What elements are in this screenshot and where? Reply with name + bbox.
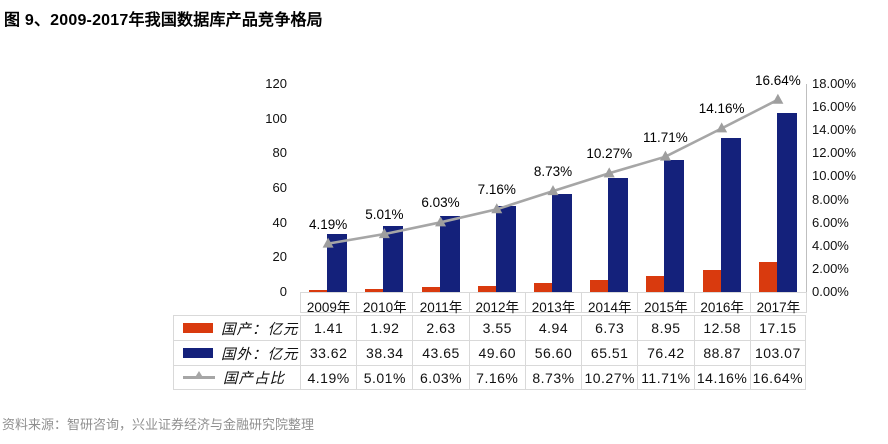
table-value-cell: 16.64% [749, 365, 806, 390]
right-axis-tick-label: 12.00% [812, 145, 857, 161]
table-value-cell: 4.19% [300, 365, 357, 390]
bar-domestic-2014年 [590, 280, 609, 292]
x-axis-label-2013年: 2013年 [524, 292, 582, 315]
x-axis-label-2011年: 2011年 [412, 292, 469, 315]
right-axis-tick-label: 2.00% [812, 260, 849, 276]
table-value-cell: 1.41 [300, 315, 357, 340]
bar-foreign-2009年 [327, 233, 348, 292]
bar-foreign-2017年 [776, 113, 797, 292]
bar-domestic-2017年 [758, 262, 777, 292]
right-axis-tick-label: 10.00% [812, 168, 857, 184]
table-value-cell: 12.58 [693, 315, 750, 340]
left-axis-tick-label: 0 [279, 284, 287, 299]
bar-foreign-2011年 [439, 216, 460, 292]
bar-foreign-2010年 [383, 225, 404, 292]
left-axis-tick-label: 120 [265, 76, 287, 91]
x-axis-label-2017年: 2017年 [749, 292, 807, 315]
table-value-cell: 7.16% [468, 365, 525, 390]
table-value-cell: 65.51 [581, 340, 638, 365]
table-value-cell: 56.60 [524, 340, 582, 365]
right-axis-tick-label: 18.00% [812, 76, 857, 91]
legend-cell-1: 国产：亿元 [173, 315, 300, 340]
table-value-cell: 6.73 [581, 315, 638, 340]
legend-cell-3: 国产占比 [173, 365, 300, 390]
bar-foreign-2015年 [664, 159, 685, 292]
table-value-cell: 2.63 [412, 315, 469, 340]
left-axis-tick-label: 60 [272, 180, 287, 195]
table-value-cell: 43.65 [412, 340, 469, 365]
legend-swatch-icon [183, 348, 213, 358]
table-value-cell: 5.01% [356, 365, 413, 390]
source-note: 资料来源：智研咨询，兴业证券经济与金融研究院整理 [2, 417, 315, 432]
figure-title: 图 9、2009-2017年我国数据库产品竞争格局 [4, 12, 323, 29]
bar-foreign-2013年 [552, 193, 572, 292]
line-point-label: 8.73% [533, 164, 573, 180]
table-value-cell: 88.87 [693, 340, 750, 365]
table-value-cell: 4.94 [524, 315, 582, 340]
table-value-cell: 103.07 [749, 340, 806, 365]
bar-domestic-2011年 [421, 287, 440, 292]
bar-foreign-2016年 [720, 137, 741, 292]
triangle-marker [603, 167, 615, 178]
x-axis-label-2012年: 2012年 [468, 292, 525, 315]
table-value-cell: 6.03% [412, 365, 469, 390]
right-axis-tick-label: 0.00% [812, 284, 849, 299]
legend-swatch-icon [183, 323, 213, 333]
line-point-label: 16.64% [754, 72, 801, 88]
left-axis-tick-label: 20 [272, 249, 287, 265]
bar-domestic-2012年 [477, 285, 496, 292]
table-value-cell: 17.15 [749, 315, 806, 340]
table-value-cell: 33.62 [300, 340, 357, 365]
triangle-marker [772, 93, 784, 104]
table-value-cell: 14.16% [693, 365, 750, 390]
right-axis-tick-label: 14.00% [812, 122, 857, 138]
table-value-cell: 3.55 [468, 315, 525, 340]
line-point-label: 6.03% [421, 195, 460, 211]
legend-label: 国产：亿元 [221, 321, 299, 338]
right-axis-tick-label: 6.00% [812, 214, 849, 230]
legend-label: 国外：亿元 [221, 346, 299, 363]
right-axis-tick-label: 4.00% [812, 237, 849, 253]
right-axis-tick-label: 16.00% [812, 99, 857, 115]
bar-domestic-2009年 [309, 289, 328, 292]
line-point-label: 14.16% [698, 101, 745, 117]
x-axis-label-2010年: 2010年 [356, 292, 413, 315]
line-point-label: 7.16% [477, 182, 516, 198]
x-axis-label-2014年: 2014年 [581, 292, 638, 315]
right-axis-line [806, 84, 807, 292]
right-axis-tick-label: 8.00% [812, 191, 849, 207]
bar-domestic-2013年 [534, 283, 552, 292]
x-axis-label-2009年: 2009年 [300, 292, 357, 315]
bar-domestic-2016年 [702, 270, 721, 292]
table-value-cell: 11.71% [637, 365, 694, 390]
bar-domestic-2015年 [646, 276, 665, 292]
table-value-cell: 8.95 [637, 315, 694, 340]
legend-cell-2: 国外：亿元 [173, 340, 300, 365]
line-point-label: 10.27% [586, 146, 633, 162]
bar-domestic-2010年 [365, 288, 384, 292]
triangle-marker [716, 122, 728, 133]
legend-data-table: 国产：亿元 1.41 1.92 2.63 3.55 4.94 6.73 8.95 12.58 17… [173, 315, 806, 390]
legend-label: 国产占比 [223, 371, 285, 387]
table-value-cell: 49.60 [468, 340, 525, 365]
left-axis-tick-label: 80 [272, 145, 287, 161]
x-axis-label-2015年: 2015年 [637, 292, 694, 315]
bar-foreign-2012年 [495, 206, 516, 292]
x-axis-label-2016年: 2016年 [693, 292, 750, 315]
left-axis-tick-label: 100 [265, 110, 287, 126]
line-point-label: 11.71% [643, 129, 688, 145]
table-value-cell: 1.92 [356, 315, 413, 340]
bar-foreign-2014年 [608, 178, 629, 292]
table-value-cell: 76.42 [637, 340, 694, 365]
table-value-cell: 38.34 [356, 340, 413, 365]
legend-line-marker-icon [183, 371, 215, 379]
table-value-cell: 10.27% [581, 365, 638, 390]
table-value-cell: 8.73% [524, 365, 582, 390]
left-axis-tick-label: 40 [272, 214, 287, 230]
